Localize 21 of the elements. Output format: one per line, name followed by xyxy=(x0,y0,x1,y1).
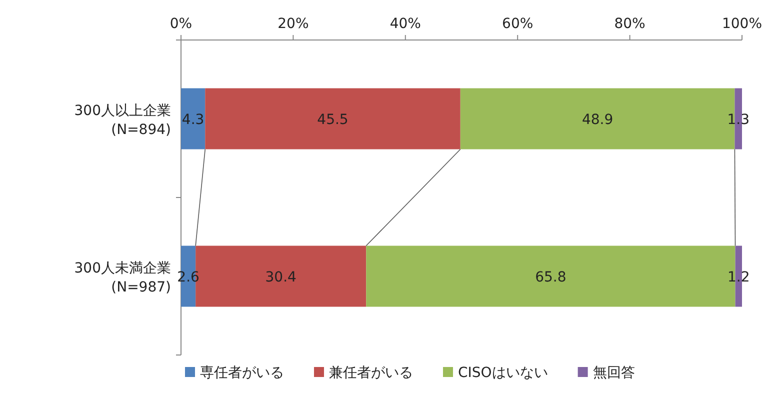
x-tick-label: 60% xyxy=(502,16,534,32)
data-label: 4.3 xyxy=(182,112,204,128)
x-tick-label: 80% xyxy=(614,16,646,32)
x-tick-label: 20% xyxy=(278,16,309,32)
x-tick-label: 40% xyxy=(390,16,421,32)
data-label: 1.2 xyxy=(728,269,750,286)
x-tick-label: 100% xyxy=(722,16,762,32)
legend-label: CISOはいない xyxy=(458,365,548,381)
legend-label: 兼任者がいる xyxy=(329,365,413,381)
y-tick-label: 300人未満企業 (N=987) xyxy=(74,260,171,296)
data-label: 1.3 xyxy=(727,112,750,128)
data-label: 48.9 xyxy=(582,112,614,128)
y-tick-label: 300人以上企業 (N=894) xyxy=(74,102,171,138)
legend-label: 専任者がいる xyxy=(200,365,284,381)
bar xyxy=(181,88,206,150)
data-label: 30.4 xyxy=(265,269,297,286)
x-tick-label: 0% xyxy=(170,16,192,32)
bar xyxy=(205,88,460,150)
data-label: 65.8 xyxy=(535,269,566,286)
data-label: 45.5 xyxy=(317,112,348,128)
legend-label: 無回答 xyxy=(592,365,635,381)
